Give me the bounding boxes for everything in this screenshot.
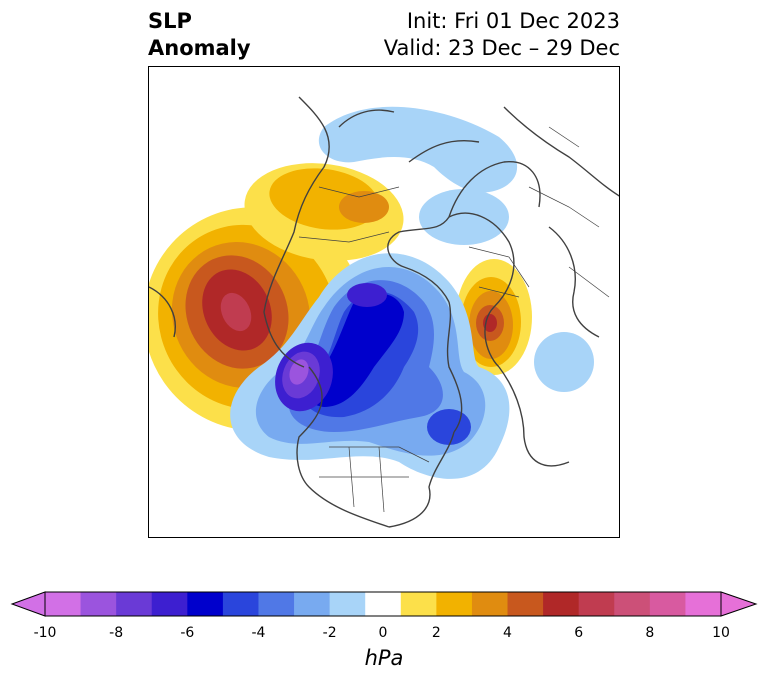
colorbar-segment: [436, 592, 473, 616]
colorbar-outline: [44, 591, 722, 617]
colorbar-segment: [294, 592, 331, 616]
colorbar-min-arrow: [10, 591, 46, 617]
colorbar-segment: [151, 592, 188, 616]
colorbar-segment: [614, 592, 651, 616]
colorbar-segment: [649, 592, 686, 616]
alaska-low-anomaly: [230, 253, 510, 479]
init-date: Init: Fri 01 Dec 2023: [406, 9, 620, 33]
run-info: Init: Fri 01 Dec 2023 Valid: 23 Dec – 29…: [384, 8, 620, 62]
colorbar-segment: [507, 592, 544, 616]
siberia-low-anomaly: [318, 106, 594, 392]
colorbar-segment: [685, 592, 722, 616]
valid-dates: Valid: 23 Dec – 29 Dec: [383, 36, 620, 60]
colorbar-segment: [365, 592, 402, 616]
colorbar-segment: [187, 592, 224, 616]
colorbar-segment: [543, 592, 580, 616]
colorbar-segment: [578, 592, 615, 616]
colorbar: [10, 591, 758, 617]
colorbar-tick-label: 0: [378, 625, 388, 641]
colorbar-segment: [258, 592, 295, 616]
map-canvas: [149, 96, 619, 528]
colorbar-tick-label: -10: [33, 625, 57, 641]
colorbar-max-arrow: [720, 591, 758, 617]
colorbar-units: hPa: [364, 646, 404, 670]
colorbar-tick-label: -2: [322, 625, 337, 641]
russia-high-anomaly: [244, 163, 404, 261]
title-line-2: Anomaly: [148, 36, 251, 60]
colorbar-segment: [45, 592, 82, 616]
greenland-low-anomaly: [427, 409, 471, 445]
anomaly-map: [148, 66, 620, 538]
colorbar-tick-label: 10: [712, 625, 730, 641]
colorbar-tick-label: 4: [503, 625, 512, 641]
colorbar-tick-label: -4: [251, 625, 266, 641]
colorbar-tick-label: 2: [431, 625, 441, 641]
colorbar-segment: [400, 592, 437, 616]
title-line-1: SLP: [148, 9, 192, 33]
colorbar-tick-label: -8: [109, 625, 124, 641]
map-title: SLP Anomaly: [148, 8, 251, 62]
europe-high-anomaly: [456, 259, 532, 375]
colorbar-segment: [116, 592, 153, 616]
coastlines: [149, 96, 619, 528]
colorbar-segment: [80, 592, 117, 616]
colorbar-segment: [471, 592, 509, 616]
borders: [298, 126, 610, 513]
colorbar-tick-label: 8: [645, 625, 655, 641]
colorbar-segment: [329, 592, 366, 616]
colorbar-tick-label: -6: [180, 625, 195, 641]
colorbar-segment: [222, 592, 259, 616]
colorbar-tick-label: 6: [574, 625, 584, 641]
